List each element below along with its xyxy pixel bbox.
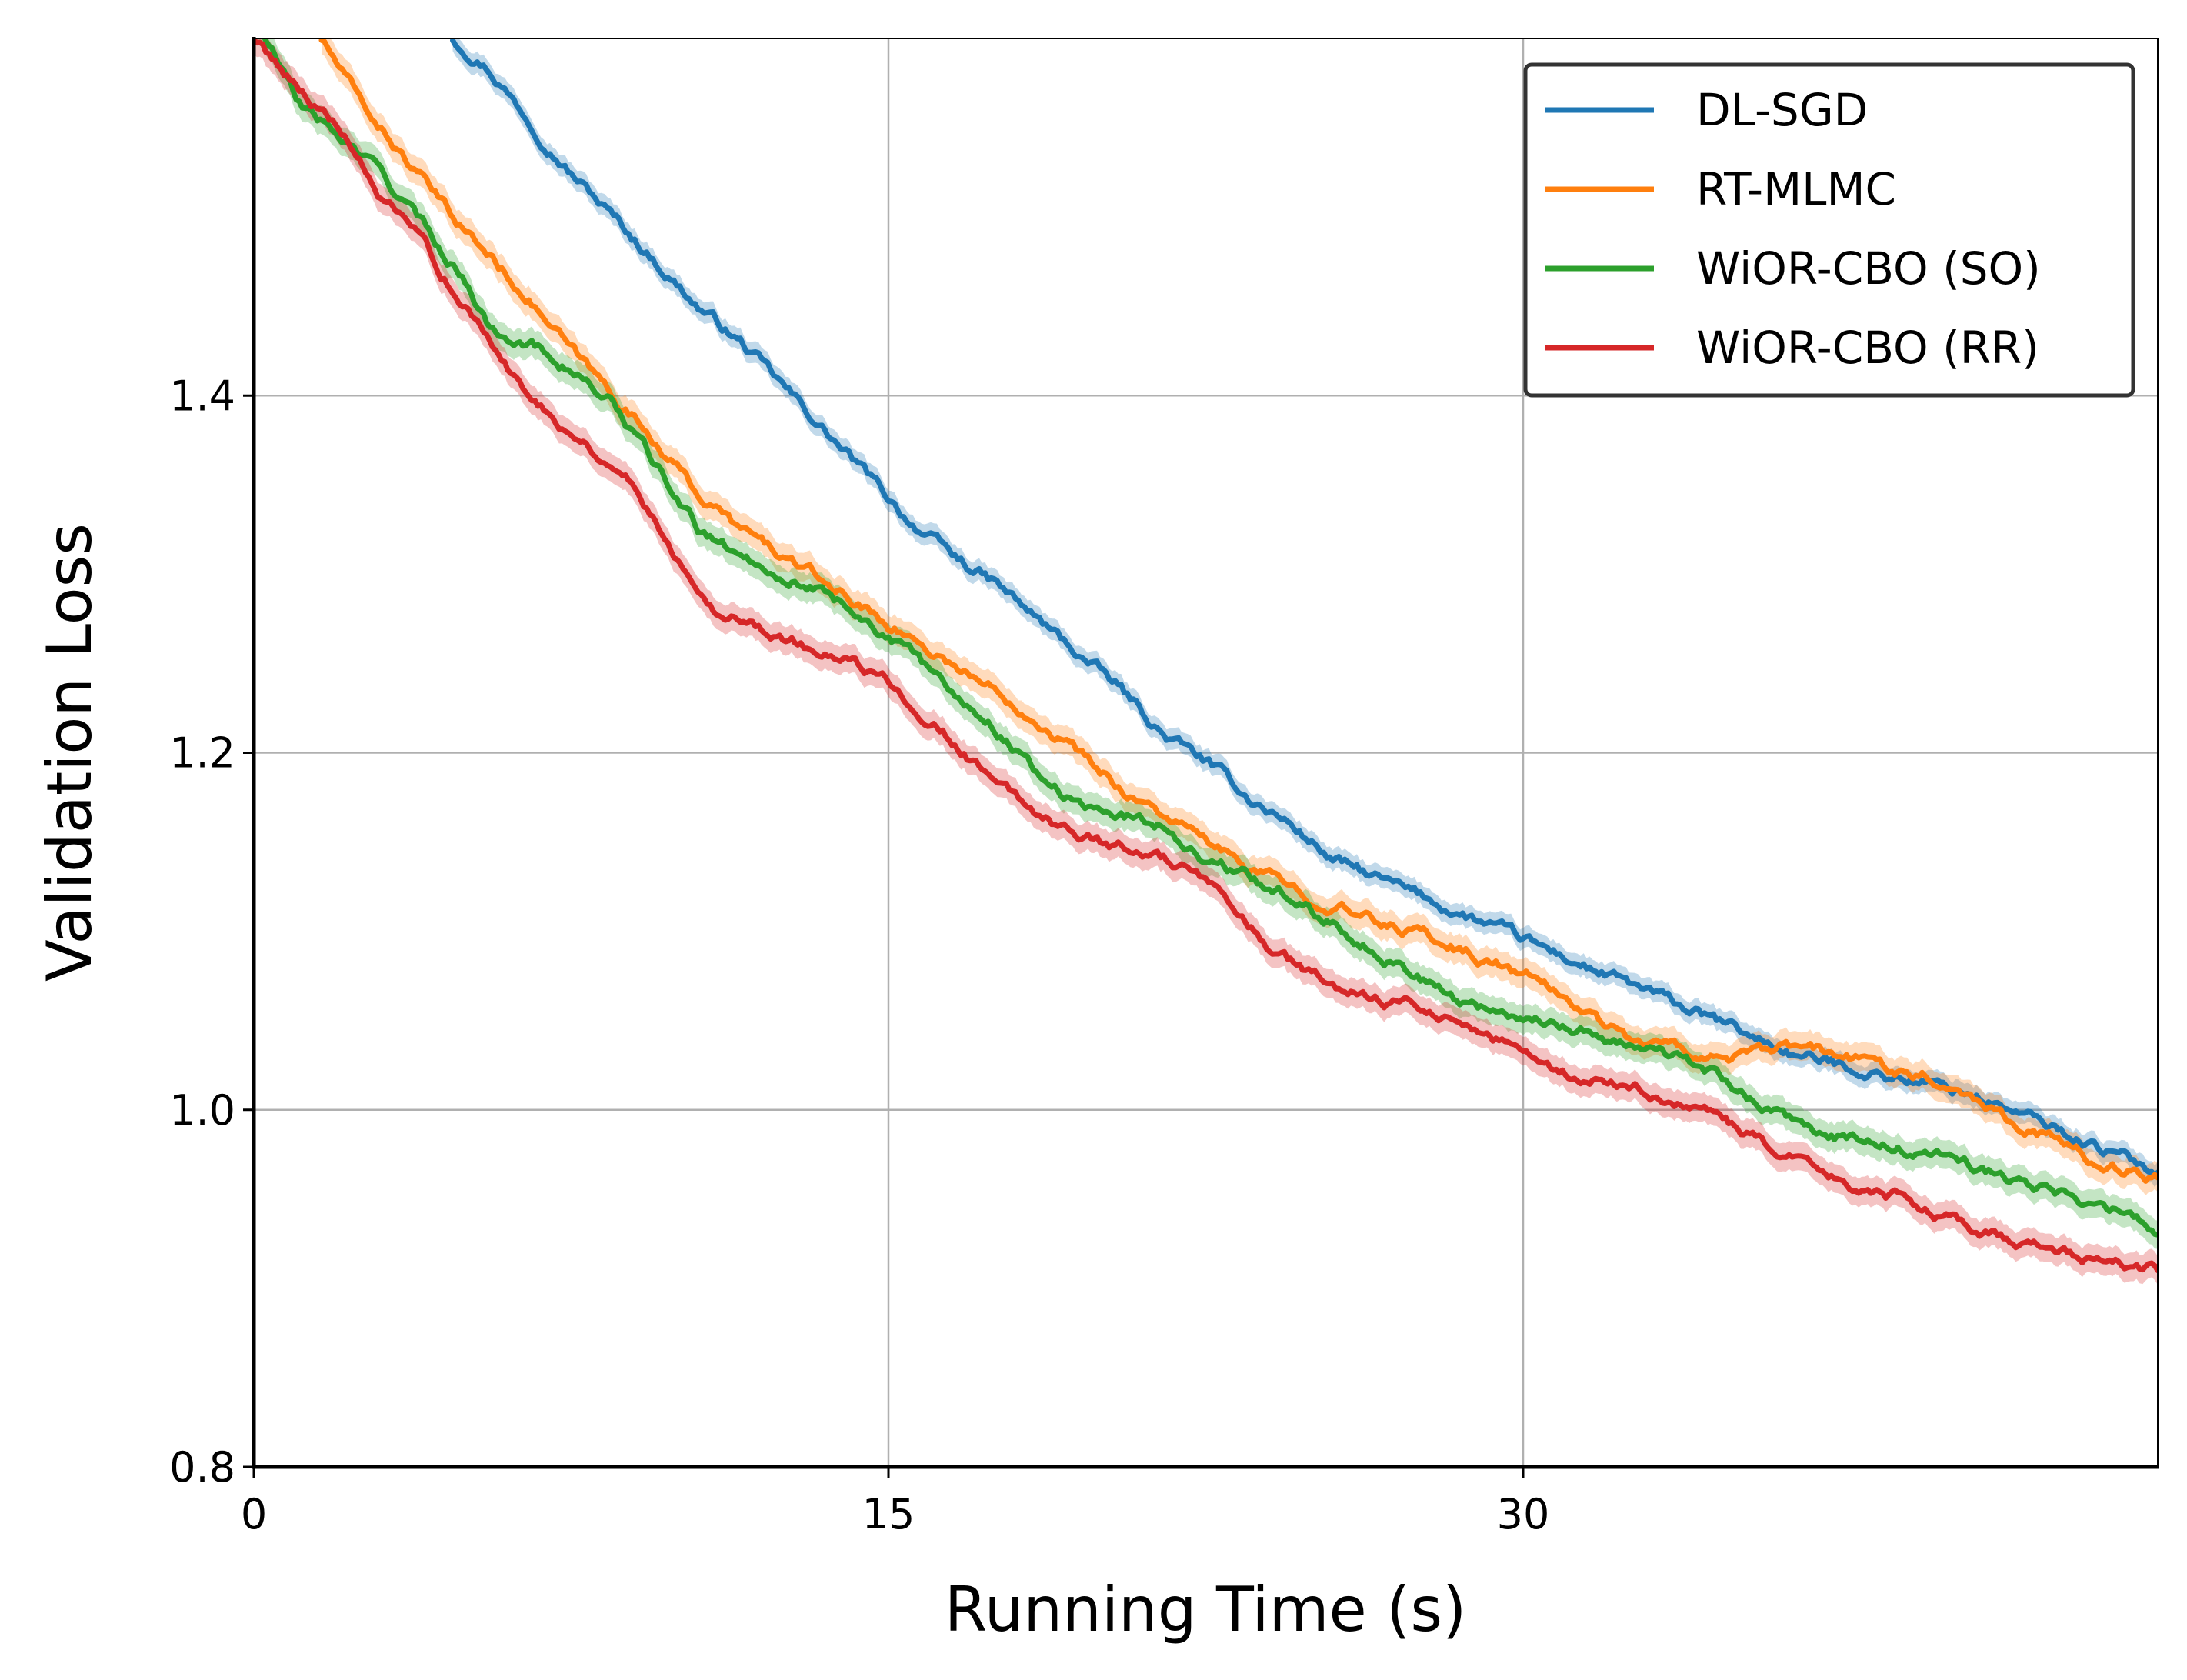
series-line-3 (254, 38, 2158, 1274)
legend-label: DL-SGD (1696, 84, 1868, 136)
series-line-1 (318, 38, 2158, 1184)
series-line-0 (450, 38, 2158, 1179)
series-line-2 (262, 38, 2158, 1238)
legend-label: RT-MLMC (1696, 163, 1896, 215)
y-tick-label: 0.8 (169, 1443, 235, 1492)
y-tick-label: 1.0 (169, 1086, 235, 1135)
x-tick-label: 15 (862, 1490, 915, 1538)
x-tick-label: 30 (1497, 1490, 1550, 1538)
x-tick-label: 0 (241, 1490, 267, 1538)
x-axis-title: Running Time (s) (945, 1574, 1467, 1645)
series-lines (254, 38, 2158, 1274)
axis-ticks: 0 15 30 0.8 1.0 1.2 1.4 (169, 372, 1549, 1538)
y-tick-label: 1.4 (169, 372, 235, 420)
y-tick-label: 1.2 (169, 729, 235, 778)
legend-box (1523, 62, 2135, 398)
grid (254, 38, 2158, 1467)
y-axis-title: Validation Loss (34, 523, 105, 982)
legend-label: WiOR-CBO (RR) (1696, 322, 2039, 374)
legend-label: WiOR-CBO (SO) (1696, 242, 2041, 295)
legend: DL-SGD RT-MLMC WiOR-CBO (SO) WiOR-CBO (RR) (1523, 62, 2135, 398)
plot-area (254, 38, 2158, 1285)
